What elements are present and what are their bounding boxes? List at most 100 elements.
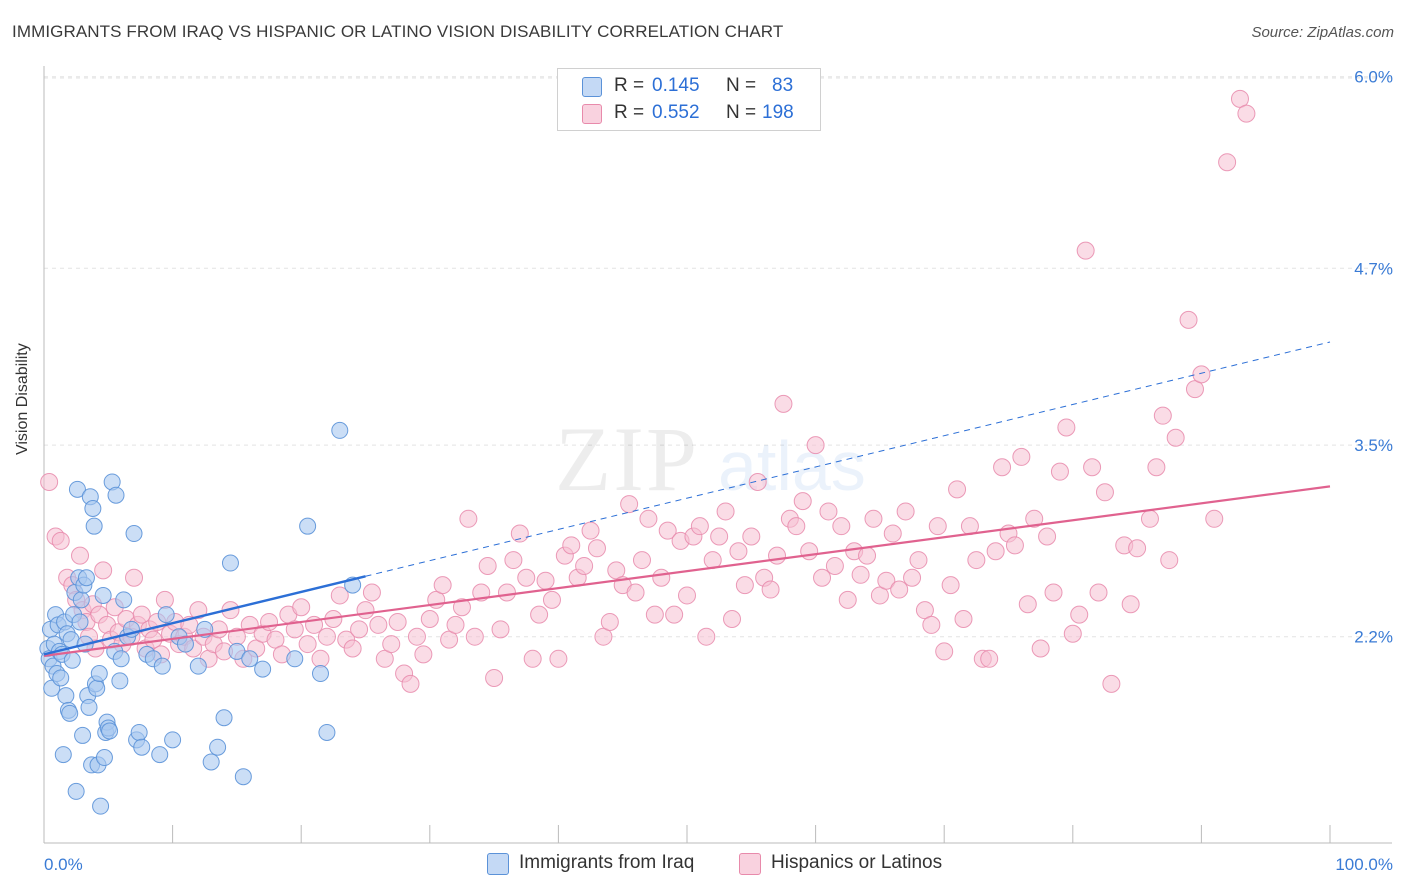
watermark: ZIP atlas	[555, 408, 866, 510]
iraq-point	[72, 591, 90, 609]
hispanic-point	[504, 551, 523, 570]
hispanic-point	[1089, 583, 1108, 602]
iraq-point	[112, 650, 130, 668]
hispanic-point	[478, 556, 497, 575]
hispanic-point	[1237, 104, 1256, 123]
hispanic-point	[1218, 153, 1237, 172]
iraq-point	[101, 722, 119, 740]
hispanic-point	[851, 565, 870, 584]
hispanic-points	[40, 89, 1256, 693]
hispanic-point	[317, 627, 336, 646]
iraq-point	[84, 499, 102, 517]
hispanic-point	[864, 509, 883, 528]
hispanic-point	[189, 601, 208, 620]
hispanic-point	[51, 531, 70, 550]
hispanic-point	[1160, 551, 1179, 570]
hispanic-point	[1044, 583, 1063, 602]
hispanic-point	[369, 615, 388, 634]
hispanic-point	[980, 649, 999, 668]
hispanic-point	[787, 517, 806, 536]
hispanic-point	[401, 674, 420, 693]
iraq-point	[107, 486, 125, 504]
hispanic-point	[967, 551, 986, 570]
hispanic-point	[562, 536, 581, 555]
hispanic-point	[941, 576, 960, 595]
iraq-point	[133, 738, 151, 756]
iraq-point	[189, 657, 207, 675]
hispanic-point	[729, 542, 748, 561]
iraq-point	[88, 679, 106, 697]
hispanic-point	[697, 627, 716, 646]
hispanic-point	[922, 615, 941, 634]
y-tick-labels: 2.2% 3.5% 4.7% 6.0%	[1354, 68, 1393, 647]
hispanic-point	[420, 610, 439, 629]
hispanic-point	[639, 509, 658, 528]
hispanic-point	[1192, 365, 1211, 384]
iraq-point	[115, 591, 133, 609]
iraq-point	[234, 768, 252, 786]
hispanic-point	[723, 610, 742, 629]
iraq-point	[52, 669, 70, 687]
hispanic-point	[903, 568, 922, 587]
iraq-point	[151, 746, 169, 764]
hispanic-point	[407, 627, 426, 646]
hispanic-point	[446, 615, 465, 634]
hispanic-point	[330, 586, 349, 605]
legend-n-label: N =	[726, 75, 757, 96]
hispanic-point	[626, 583, 645, 602]
hispanic-point	[382, 635, 401, 654]
hispanic-point	[1038, 527, 1057, 546]
hispanic-point	[1095, 483, 1114, 502]
iraq-point	[130, 723, 148, 741]
iraq-point	[331, 421, 349, 439]
hispanic-point	[877, 571, 896, 590]
hispanic-point	[600, 612, 619, 631]
iraq-point	[153, 657, 171, 675]
hispanic-point	[536, 571, 555, 590]
hispanic-point	[1057, 418, 1076, 437]
chart-title: IMMIGRANTS FROM IRAQ VS HISPANIC OR LATI…	[12, 22, 784, 41]
hispanic-point	[986, 542, 1005, 561]
hispanic-point	[832, 517, 851, 536]
iraq-trend-line-extrapolated	[365, 341, 1331, 577]
hispanic-point	[343, 639, 362, 658]
iraq-trend-line	[43, 575, 366, 656]
hispanic-point	[1121, 595, 1140, 614]
hispanic-point	[1179, 310, 1198, 329]
iraq-point	[63, 651, 81, 669]
hispanic-point	[530, 605, 549, 624]
hispanic-point	[748, 472, 767, 491]
hispanic-point	[388, 612, 407, 631]
y-tick-label: 2.2%	[1354, 628, 1393, 647]
hispanic-point	[497, 583, 516, 602]
hispanic-point	[1128, 539, 1147, 558]
hispanic-point	[993, 458, 1012, 477]
iraq-point	[157, 606, 175, 624]
hispanic-point	[774, 394, 793, 413]
hispanic-point	[459, 509, 478, 528]
iraq-point	[209, 738, 227, 756]
iraq-point	[74, 726, 92, 744]
hispanic-point	[285, 620, 304, 639]
hispanic-point	[1070, 605, 1089, 624]
hispanic-point	[690, 517, 709, 536]
watermark-zip: ZIP	[555, 408, 699, 510]
iraq-point	[254, 660, 272, 678]
hispanic-point	[1166, 428, 1185, 447]
x-tick-label: 100.0%	[1335, 855, 1393, 874]
hispanic-point	[1147, 458, 1166, 477]
hispanic-point	[652, 568, 671, 587]
hispanic-point	[735, 576, 754, 595]
hispanic-point	[645, 605, 664, 624]
legend-r-label: R =	[614, 102, 645, 123]
hispanic-point	[935, 642, 954, 661]
iraq-point	[228, 642, 246, 660]
hispanic-point	[362, 583, 381, 602]
legend-n-label: N =	[726, 102, 757, 123]
iraq-point	[221, 554, 239, 572]
hispanic-trend-line	[43, 485, 1331, 657]
hispanic-point	[1050, 462, 1069, 481]
iraq-point	[311, 665, 329, 683]
iraq-point	[241, 650, 259, 668]
